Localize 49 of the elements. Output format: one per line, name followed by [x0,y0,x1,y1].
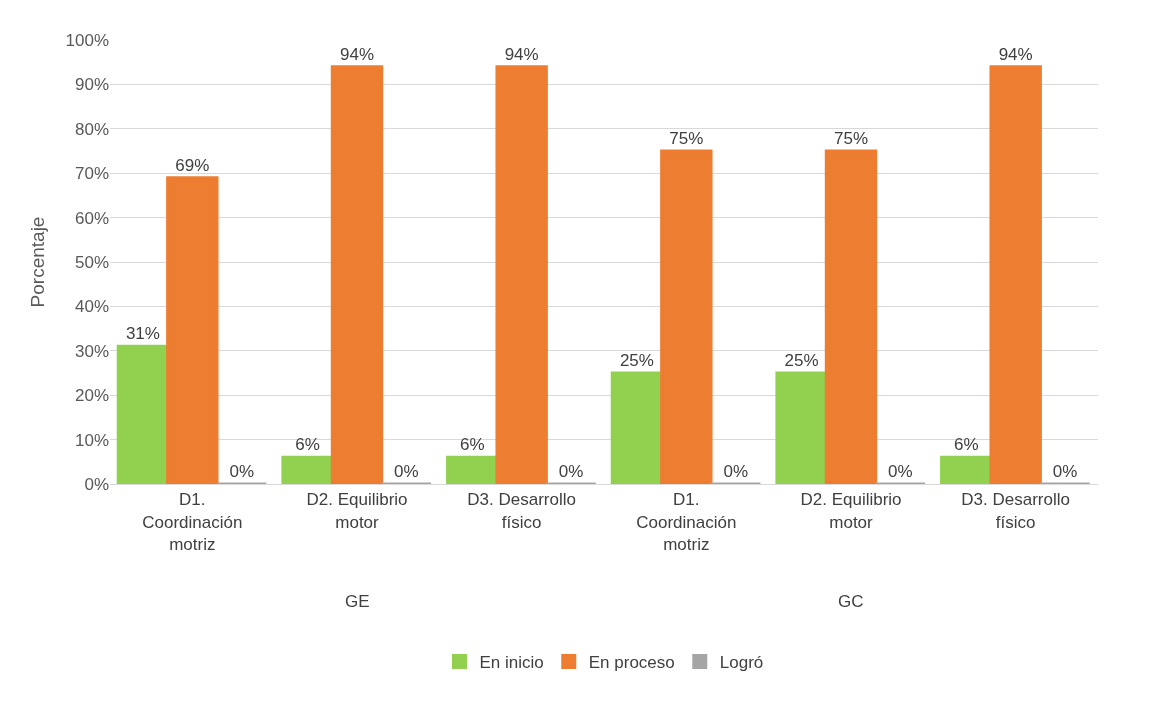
bar [824,149,878,484]
data-label: 0% [558,462,584,481]
data-label: 0% [229,462,255,481]
data-label: 0% [394,462,419,481]
data-label: 6% [295,435,320,455]
y-tick-label: 50% [74,252,109,272]
data-label: 94% [998,44,1033,64]
y-tick-label: 60% [74,208,109,228]
y-tick-label: 70% [74,164,109,184]
bar [660,149,713,484]
data-label: 25% [619,351,654,370]
data-label: 94% [339,44,375,64]
legend-label: En inicio [479,653,544,673]
x-tick-label: D2. Equilibrio motor [800,490,902,532]
legend-label: En proceso [588,653,675,673]
data-label: 69% [175,155,210,175]
text: GC [838,592,864,611]
x-tick-label: D1. Coordinación motriz [636,490,737,554]
data-label: 75% [669,129,704,148]
y-tick-label: 0% [84,474,109,494]
x-tick-label: D3. Desarrollo físico [961,490,1070,532]
data-label: 0% [723,462,749,481]
data-label: 6% [459,435,485,455]
data-label: 25% [784,351,819,370]
y-tick-label: 30% [74,341,109,361]
y-tick-label: 10% [74,430,109,450]
y-tick-label: 80% [74,119,109,139]
data-label: 31% [125,324,160,344]
bar [495,65,548,484]
data-label: 75% [833,129,869,148]
y-axis-title: Porcentaje [27,216,49,308]
x-tick-label: D1. Coordinación motriz [142,490,243,554]
y-tick-label: 90% [74,75,109,95]
bar [281,455,334,484]
legend-label: Logró [719,653,764,673]
text: GE [345,592,370,611]
bar [166,176,219,484]
y-tick-label: 100% [65,30,109,50]
x-tick-label: D3. Desarrollo físico [467,490,576,532]
x-tick-label: D2. Equilibrio motor [306,490,408,532]
bar [775,371,828,484]
bar [330,65,384,484]
y-tick-label: 20% [74,386,109,406]
y-tick-label: 40% [74,297,109,317]
data-label: 6% [953,435,979,455]
data-label: 94% [504,44,539,64]
data-label: 0% [888,462,913,481]
data-label: 0% [1052,462,1078,481]
bar [989,65,1042,484]
